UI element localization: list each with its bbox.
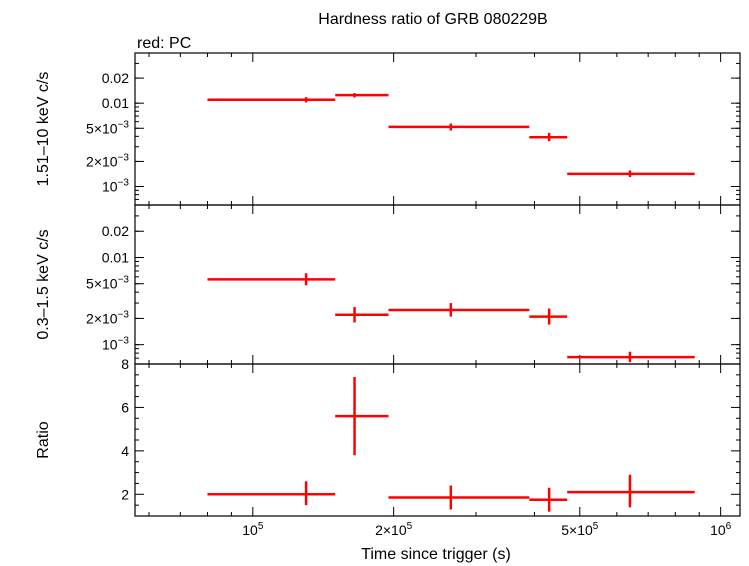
x-axis-label: Time since trigger (s) xyxy=(361,546,511,563)
y-tick-label: 10−3 xyxy=(102,336,129,353)
y-tick-label: 0.02 xyxy=(102,70,129,86)
x-tick-label: 105 xyxy=(242,521,264,538)
data-point xyxy=(335,93,389,98)
data-point xyxy=(207,97,336,103)
data-point xyxy=(567,170,695,178)
data-point xyxy=(529,308,568,325)
y-tick-label: 10−3 xyxy=(102,178,129,195)
y-tick-label: 2 xyxy=(121,486,129,502)
y-tick-label: 8 xyxy=(121,356,129,372)
y-tick-label: 0.02 xyxy=(102,223,129,239)
data-point xyxy=(207,273,336,286)
panel-soft: 0.02 0.01 5×10−3 2×10−3 10−3 0.3–1.5 keV c/s xyxy=(35,204,741,365)
y-tick-label: 0.01 xyxy=(102,249,129,265)
data-point xyxy=(388,303,530,317)
panel-hard: 0.02 0.01 5×10−3 2×10−3 10−3 1.51–10 keV c/s xyxy=(35,52,741,206)
y-axis-label: 0.3–1.5 keV c/s xyxy=(35,229,52,339)
data-point xyxy=(529,487,568,512)
data-point xyxy=(388,123,530,131)
data-point xyxy=(567,474,695,508)
y-axis-label: Ratio xyxy=(35,421,52,458)
x-tick-label: 5×105 xyxy=(561,521,599,538)
data-point xyxy=(207,481,336,506)
y-tick-label: 5×10−3 xyxy=(86,119,129,136)
panels: 0.020.015×10−32×10−310−31.51–10 keV c/s0… xyxy=(35,52,741,538)
y-tick-label: 2×10−3 xyxy=(86,309,129,326)
chart-title: Hardness ratio of GRB 080229B xyxy=(318,11,547,28)
data-point xyxy=(335,377,389,456)
data-point xyxy=(529,132,568,142)
y-tick-label: 4 xyxy=(121,443,129,459)
chart-subtitle: red: PC xyxy=(137,35,191,52)
data-point xyxy=(567,351,695,363)
data-point xyxy=(388,485,530,510)
data-point xyxy=(335,307,389,323)
x-tick-label: 106 xyxy=(710,521,732,538)
panel-ratio: 2 4 6 8 Ratio xyxy=(35,356,741,517)
panel-frame xyxy=(134,204,741,365)
panel-frame xyxy=(134,52,741,206)
x-tick-label: 2×105 xyxy=(375,521,413,538)
y-tick-label: 2×10−3 xyxy=(86,152,129,169)
y-tick-label: 5×10−3 xyxy=(86,275,129,292)
y-tick-label: 6 xyxy=(121,399,129,415)
y-axis-label: 1.51–10 keV c/s xyxy=(35,72,52,187)
y-tick-label: 0.01 xyxy=(102,95,129,111)
